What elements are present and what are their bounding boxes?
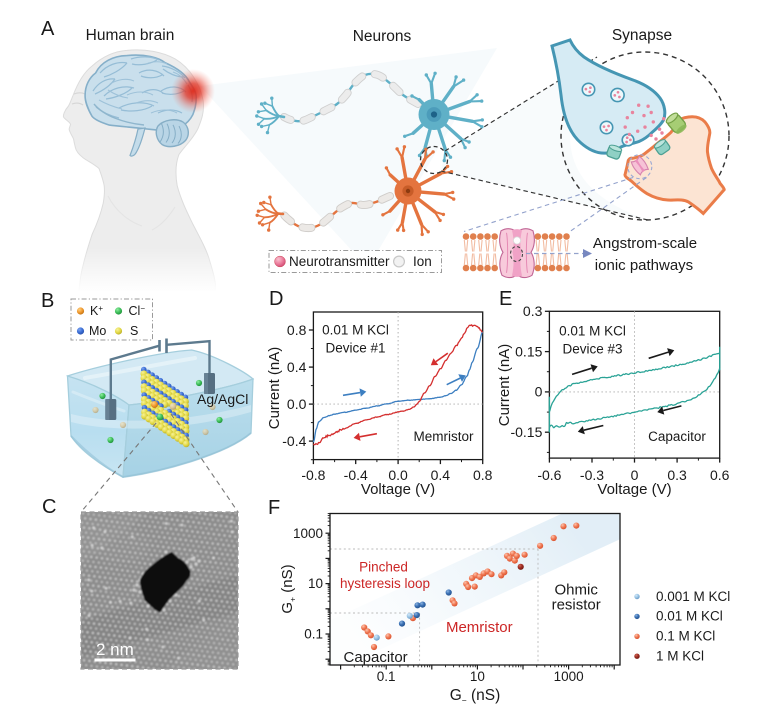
svg-text:0.01 M KCl: 0.01 M KCl — [322, 323, 389, 338]
svg-text:0.3: 0.3 — [667, 467, 687, 483]
svg-text:-0.6: -0.6 — [537, 467, 561, 483]
svg-text:2 nm: 2 nm — [96, 640, 134, 659]
svg-text:Human brain: Human brain — [86, 27, 175, 44]
svg-text:0.3: 0.3 — [523, 303, 543, 319]
svg-text:hysteresis loop: hysteresis loop — [340, 576, 430, 591]
svg-text:-0.4: -0.4 — [344, 467, 368, 483]
svg-text:-0.4: -0.4 — [282, 433, 306, 449]
svg-text:0.0: 0.0 — [287, 396, 307, 412]
svg-text:G− (nS): G− (nS) — [450, 687, 501, 706]
svg-text:-0.15: -0.15 — [510, 424, 542, 440]
svg-text:Ion: Ion — [413, 254, 432, 269]
svg-text:C: C — [42, 496, 56, 518]
svg-text:0.4: 0.4 — [431, 467, 451, 483]
svg-text:1 M KCl: 1 M KCl — [656, 649, 704, 664]
svg-text:Current (nA): Current (nA) — [266, 347, 283, 430]
svg-text:0.1: 0.1 — [304, 627, 323, 642]
svg-text:0: 0 — [535, 384, 543, 400]
svg-text:Device #1: Device #1 — [325, 341, 385, 356]
svg-text:0: 0 — [631, 467, 639, 483]
svg-text:Capacitor: Capacitor — [648, 429, 706, 444]
svg-text:0.1: 0.1 — [377, 669, 396, 684]
svg-text:Memristor: Memristor — [446, 619, 513, 636]
svg-text:resistor: resistor — [552, 596, 601, 613]
svg-text:Ag/AgCl: Ag/AgCl — [197, 391, 248, 407]
svg-text:Pinched: Pinched — [359, 560, 408, 575]
svg-text:S: S — [130, 324, 138, 338]
svg-text:Ohmic: Ohmic — [555, 581, 599, 598]
svg-text:Neurons: Neurons — [353, 28, 412, 45]
svg-text:0.15: 0.15 — [515, 343, 542, 359]
svg-text:Voltage (V): Voltage (V) — [597, 481, 671, 498]
svg-text:D: D — [269, 288, 283, 310]
svg-text:1000: 1000 — [554, 669, 584, 684]
svg-text:B: B — [41, 290, 54, 312]
svg-text:0.001 M KCl: 0.001 M KCl — [656, 589, 730, 604]
svg-text:Voltage (V): Voltage (V) — [361, 481, 435, 498]
svg-text:1000: 1000 — [293, 526, 323, 541]
svg-text:Synapse: Synapse — [612, 27, 672, 44]
svg-text:0.0: 0.0 — [388, 467, 408, 483]
svg-text:Angstrom-scale: Angstrom-scale — [593, 235, 697, 252]
svg-text:F: F — [268, 497, 280, 519]
svg-text:0.8: 0.8 — [473, 467, 493, 483]
svg-text:E: E — [499, 288, 512, 310]
svg-text:-0.3: -0.3 — [580, 467, 604, 483]
svg-text:0.01 M KCl: 0.01 M KCl — [559, 324, 626, 339]
svg-text:A: A — [41, 18, 55, 40]
svg-text:Current (nA): Current (nA) — [496, 344, 513, 427]
svg-text:0.01 M KCl: 0.01 M KCl — [656, 609, 723, 624]
svg-text:Neurotransmitter: Neurotransmitter — [289, 254, 390, 269]
svg-text:Memristor: Memristor — [414, 429, 475, 444]
svg-text:-0.8: -0.8 — [301, 467, 325, 483]
svg-text:Device #3: Device #3 — [562, 342, 622, 357]
svg-text:Mo: Mo — [89, 324, 106, 338]
svg-text:0.4: 0.4 — [287, 359, 307, 375]
svg-text:G+ (nS): G+ (nS) — [279, 564, 298, 613]
svg-text:0.8: 0.8 — [287, 322, 307, 338]
svg-text:10: 10 — [470, 669, 485, 684]
svg-text:Capacitor: Capacitor — [343, 649, 407, 666]
svg-text:0.1 M KCl: 0.1 M KCl — [656, 629, 715, 644]
svg-text:ionic pathways: ionic pathways — [595, 257, 693, 274]
svg-text:0.6: 0.6 — [710, 467, 730, 483]
svg-text:10: 10 — [308, 576, 323, 591]
